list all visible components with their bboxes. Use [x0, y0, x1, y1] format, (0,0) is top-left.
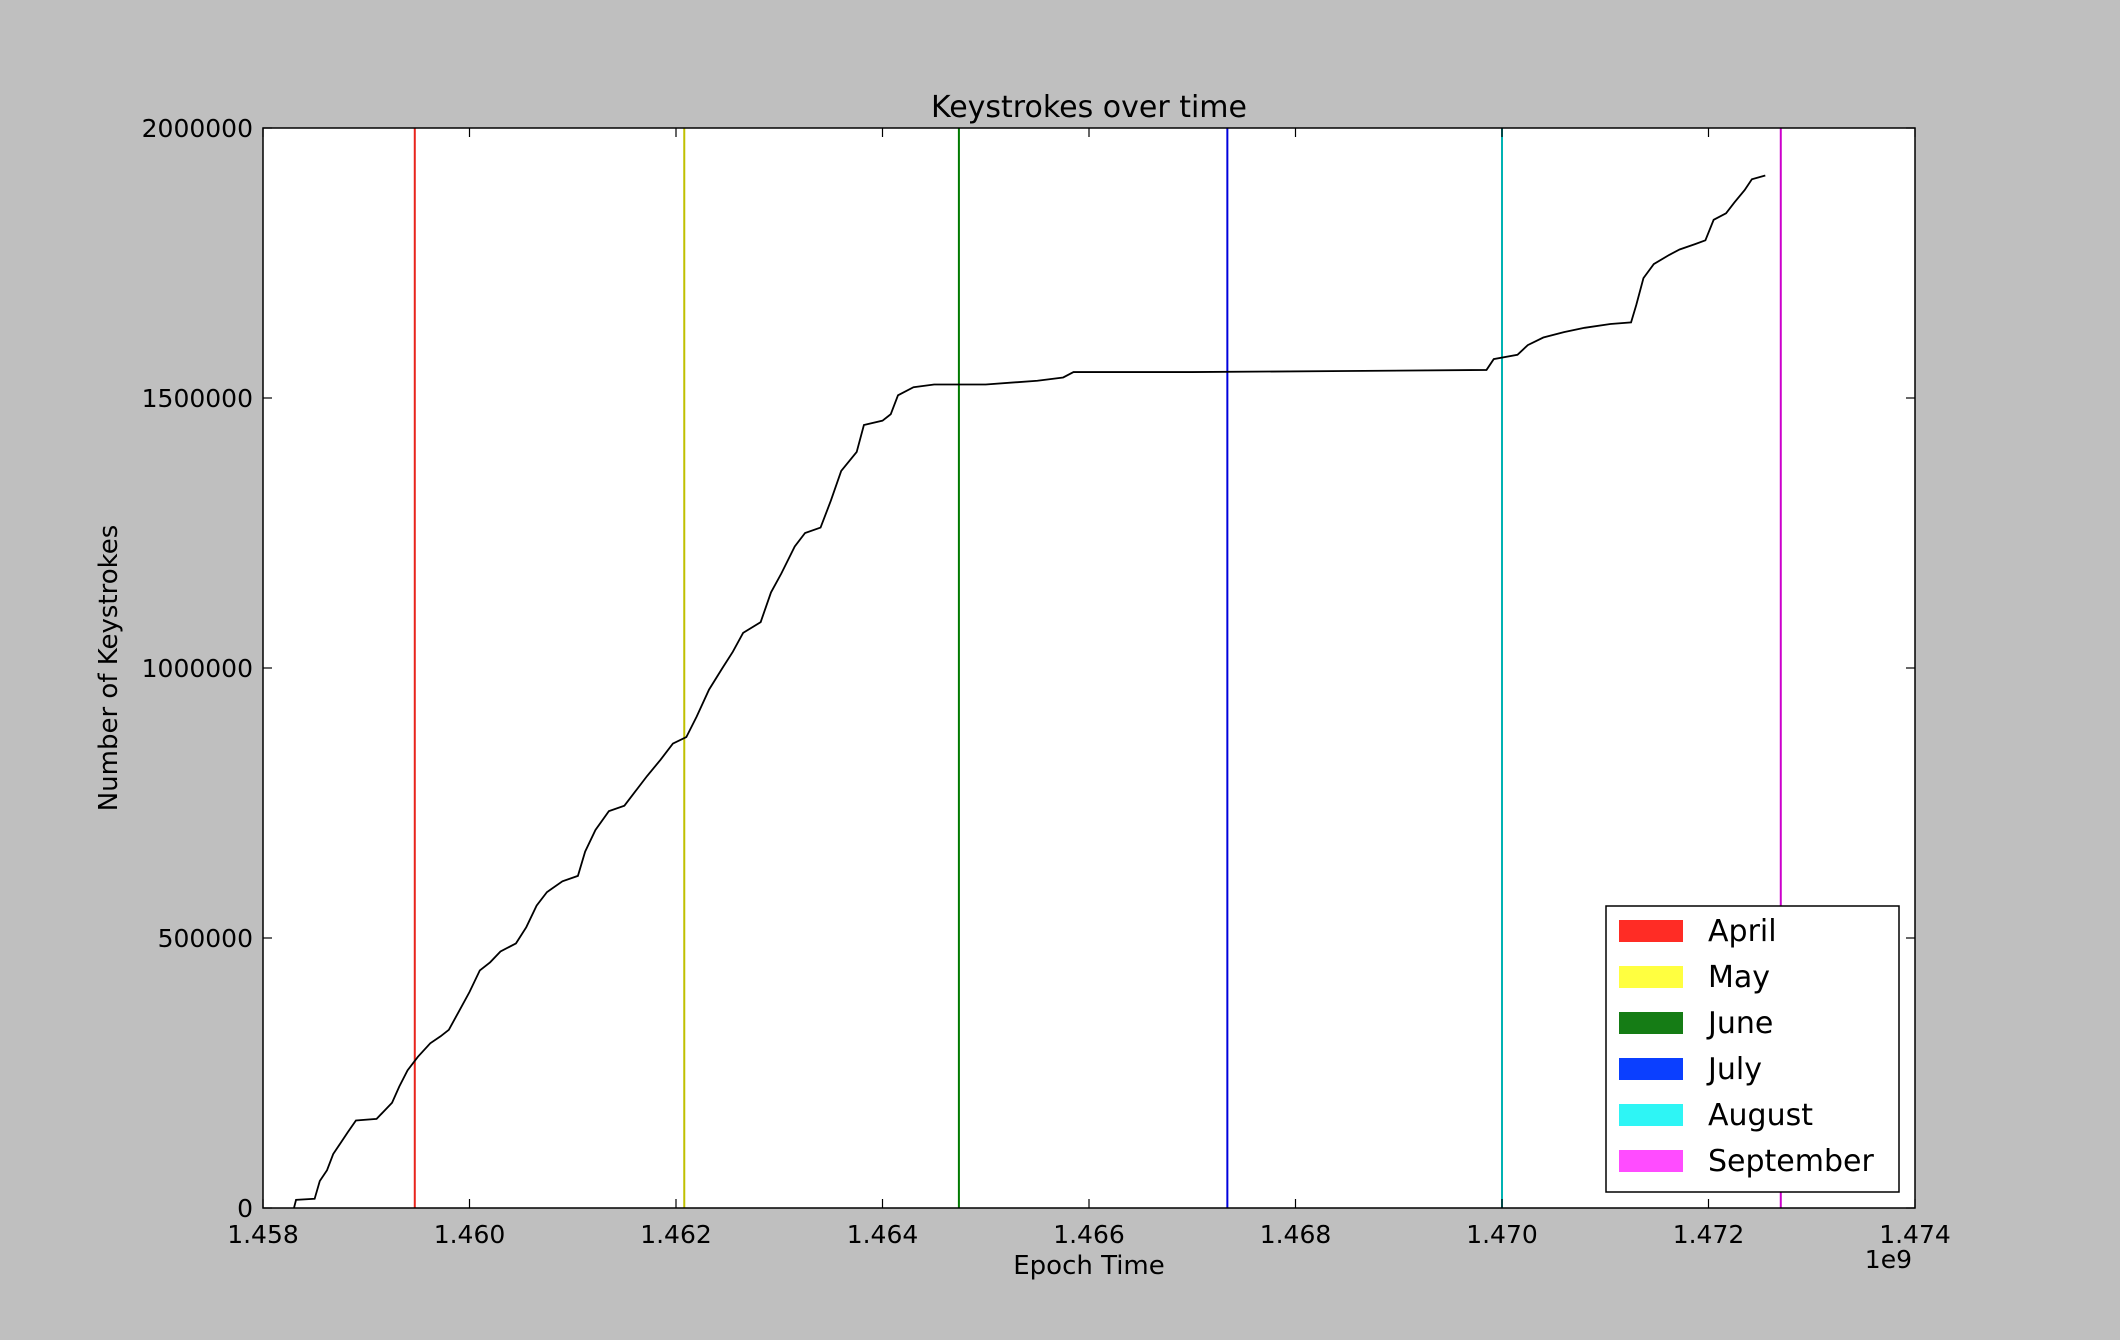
legend: April May June July August September	[1605, 905, 1900, 1193]
legend-label-july: July	[1706, 1052, 1762, 1087]
x-tick-label: 1.464	[847, 1220, 919, 1249]
legend-box	[1605, 905, 1900, 1193]
x-tick-label: 1.468	[1260, 1220, 1332, 1249]
y-tick-label: 2000000	[142, 114, 253, 143]
y-axis-label: Number of Keystrokes	[94, 525, 124, 812]
legend-swatch-june	[1619, 1012, 1683, 1034]
legend-label-april: April	[1708, 914, 1777, 949]
x-tick-label: 1.460	[434, 1220, 506, 1249]
x-tick-label: 1.462	[640, 1220, 712, 1249]
keystrokes-series-line	[293, 174, 1766, 1209]
legend-label-may: May	[1708, 960, 1770, 995]
y-tick-label: 0	[237, 1194, 253, 1223]
x-axis-offset-label: 1e9	[1865, 1245, 1912, 1274]
legend-swatch-september	[1619, 1150, 1683, 1172]
legend-swatch-august	[1619, 1104, 1683, 1126]
legend-label-september: September	[1708, 1144, 1874, 1179]
legend-label-august: August	[1708, 1098, 1813, 1133]
y-tick-label: 1000000	[142, 654, 253, 683]
axis-ticks: 1.458 1.460 1.462 1.464 1.466 1.468 1.470 1.472…	[142, 114, 1951, 1249]
x-tick-label: 1.458	[227, 1220, 299, 1249]
x-tick-label: 1.466	[1053, 1220, 1125, 1249]
x-tick-label: 1.472	[1673, 1220, 1745, 1249]
legend-swatch-july	[1619, 1058, 1683, 1080]
legend-label-june: June	[1706, 1006, 1773, 1041]
x-tick-label: 1.474	[1879, 1220, 1951, 1249]
x-axis-label: Epoch Time	[1013, 1251, 1165, 1281]
x-tick-label: 1.470	[1466, 1220, 1538, 1249]
legend-swatch-may	[1619, 966, 1683, 988]
y-tick-label: 1500000	[142, 384, 253, 413]
y-tick-label: 500000	[158, 924, 253, 953]
chart-title: Keystrokes over time	[931, 90, 1247, 125]
legend-swatch-april	[1619, 920, 1683, 942]
